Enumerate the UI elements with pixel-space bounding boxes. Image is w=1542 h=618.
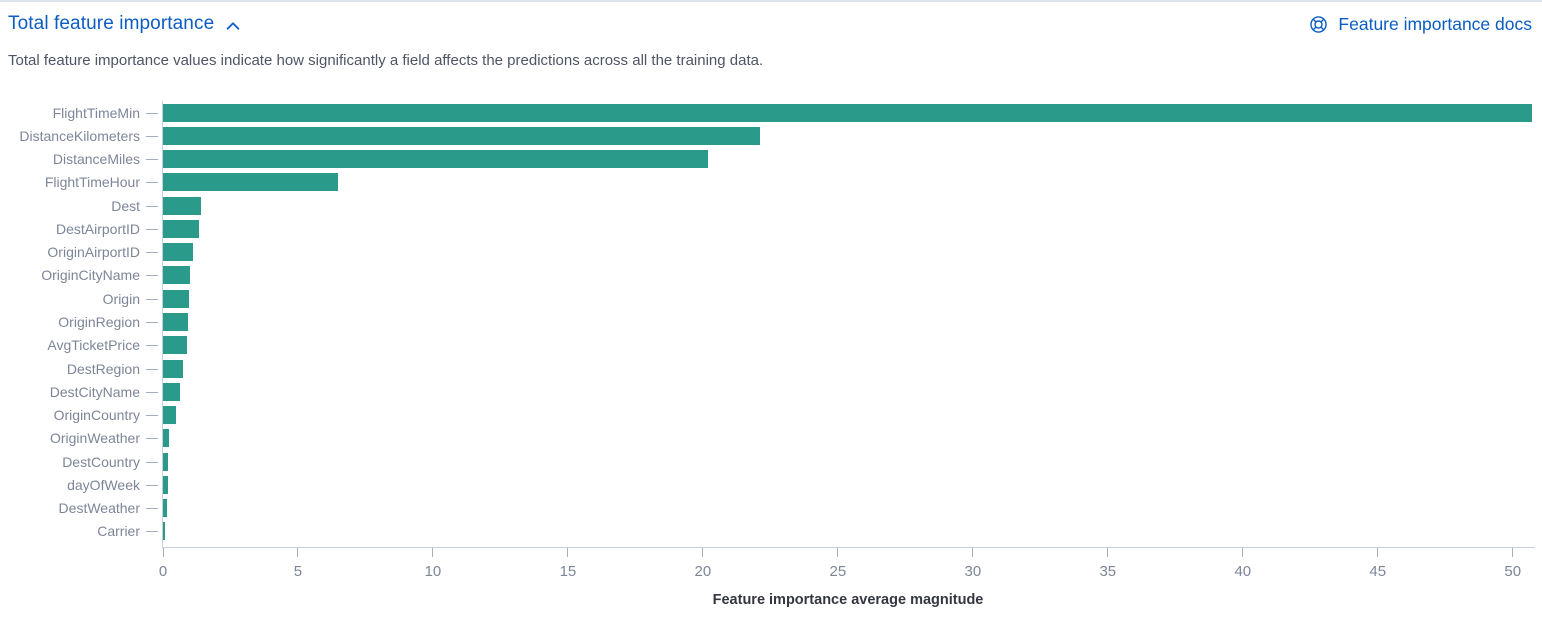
y-axis-tick	[146, 461, 158, 463]
y-axis-label-DistanceMiles: DistanceMiles	[52, 151, 140, 168]
y-axis-label-Dest: Dest	[111, 197, 140, 214]
x-axis-tick-label-30: 30	[964, 563, 982, 580]
x-axis-tick-label-15: 15	[559, 563, 577, 580]
bar-OriginAirportID[interactable]	[163, 243, 193, 262]
bar-Origin[interactable]	[163, 289, 190, 308]
y-axis-tick	[146, 345, 158, 347]
x-axis-title: Feature importance average magnitude	[712, 592, 984, 608]
x-axis-tick	[1377, 548, 1379, 557]
feature-importance-docs-link[interactable]: Feature importance docs	[1308, 14, 1532, 35]
accordion-toggle[interactable]: Total feature importance	[8, 13, 242, 35]
y-axis-tick	[146, 508, 158, 510]
bar-dayOfWeek[interactable]	[163, 475, 168, 494]
y-axis-tick	[146, 415, 158, 417]
bar-DestCityName[interactable]	[163, 382, 180, 401]
y-axis-label-OriginRegion: OriginRegion	[58, 314, 140, 330]
y-axis-label-DestAirportID: DestAirportID	[55, 220, 140, 237]
x-axis-tick	[567, 548, 569, 557]
x-axis-line	[162, 547, 1535, 548]
y-axis-tick	[146, 205, 158, 207]
bar-Dest[interactable]	[163, 196, 201, 215]
panel-top-border	[0, 0, 1542, 2]
x-axis-tick	[972, 548, 974, 557]
y-axis-tick	[146, 531, 158, 533]
y-axis-tick	[146, 159, 158, 161]
x-axis-tick	[432, 548, 434, 557]
bar-DestWeather[interactable]	[163, 499, 168, 518]
bar-OriginRegion[interactable]	[163, 313, 189, 331]
y-axis-label-FlightTimeHour: FlightTimeHour	[44, 174, 140, 191]
y-axis-tick	[146, 322, 158, 323]
y-axis-label-OriginCityName: OriginCityName	[41, 267, 140, 284]
x-axis-tick-label-20: 20	[694, 563, 712, 580]
bar-DestAirportID[interactable]	[163, 219, 200, 238]
y-axis-label-OriginWeather: OriginWeather	[49, 430, 140, 447]
x-axis-tick	[702, 548, 704, 557]
bar-DistanceKilometers[interactable]	[163, 126, 760, 145]
y-axis-label-DestCityName: DestCityName	[49, 383, 140, 400]
x-axis-tick	[297, 548, 299, 557]
y-axis-label-AvgTicketPrice: AvgTicketPrice	[47, 337, 140, 354]
x-axis-tick-label-0: 0	[158, 563, 168, 580]
bar-DestCountry[interactable]	[163, 452, 169, 471]
y-axis-label-Origin: Origin	[102, 290, 140, 307]
y-axis-label-FlightTimeMin: FlightTimeMin	[52, 104, 140, 121]
y-axis-label-OriginAirportID: OriginAirportID	[47, 244, 140, 261]
y-axis-tick	[146, 112, 158, 114]
y-axis-tick	[146, 252, 158, 254]
docs-link-label: Feature importance docs	[1338, 13, 1532, 34]
x-axis-tick	[1242, 548, 1244, 557]
x-axis-tick-label-50: 50	[1504, 563, 1522, 580]
bar-DistanceMiles[interactable]	[163, 150, 709, 169]
bar-OriginWeather[interactable]	[163, 429, 170, 448]
section-title: Total feature importance	[8, 13, 215, 34]
y-axis-tick	[146, 228, 158, 230]
y-axis-label-dayOfWeek: dayOfWeek	[67, 476, 140, 493]
x-axis-tick	[1107, 548, 1109, 557]
x-axis-tick	[837, 548, 839, 557]
x-axis-tick-label-10: 10	[424, 563, 442, 580]
x-axis-tick-label-45: 45	[1369, 563, 1387, 580]
x-axis-tick-label-25: 25	[829, 563, 847, 580]
bar-OriginCountry[interactable]	[163, 406, 176, 425]
y-axis-tick	[146, 182, 158, 184]
y-axis-label-DistanceKilometers: DistanceKilometers	[19, 127, 140, 144]
bar-FlightTimeMin[interactable]	[163, 103, 1532, 122]
y-axis-label-DestRegion: DestRegion	[66, 360, 140, 377]
y-axis-label-Carrier: Carrier	[97, 523, 140, 540]
y-axis-label-DestCountry: DestCountry	[62, 453, 140, 470]
bar-DestRegion[interactable]	[163, 359, 183, 378]
bar-FlightTimeHour[interactable]	[163, 173, 339, 192]
x-axis-tick-label-5: 5	[293, 563, 303, 580]
y-axis-tick	[146, 135, 158, 137]
y-axis-line	[162, 101, 163, 547]
chevron-up-icon	[226, 21, 240, 30]
lifebuoy-help-icon	[1310, 15, 1328, 33]
y-axis-tick	[146, 368, 158, 370]
bar-OriginCityName[interactable]	[163, 266, 190, 285]
x-axis-tick-label-35: 35	[1099, 563, 1117, 580]
y-axis-tick	[146, 391, 158, 393]
y-axis-label-DestWeather: DestWeather	[58, 500, 140, 517]
y-axis-tick	[146, 438, 158, 440]
y-axis-tick	[146, 298, 158, 300]
bar-Carrier[interactable]	[163, 522, 165, 541]
x-axis-tick-label-40: 40	[1234, 563, 1252, 580]
y-axis-tick	[146, 275, 158, 277]
panel-header: Total feature importance Feature importa…	[8, 13, 1532, 35]
bar-AvgTicketPrice[interactable]	[163, 336, 188, 355]
x-axis-tick	[1512, 548, 1514, 557]
y-axis-label-OriginCountry: OriginCountry	[53, 407, 140, 424]
x-axis-tick	[162, 548, 164, 557]
y-axis-tick	[146, 484, 158, 486]
section-description: Total feature importance values indicate…	[8, 52, 764, 69]
